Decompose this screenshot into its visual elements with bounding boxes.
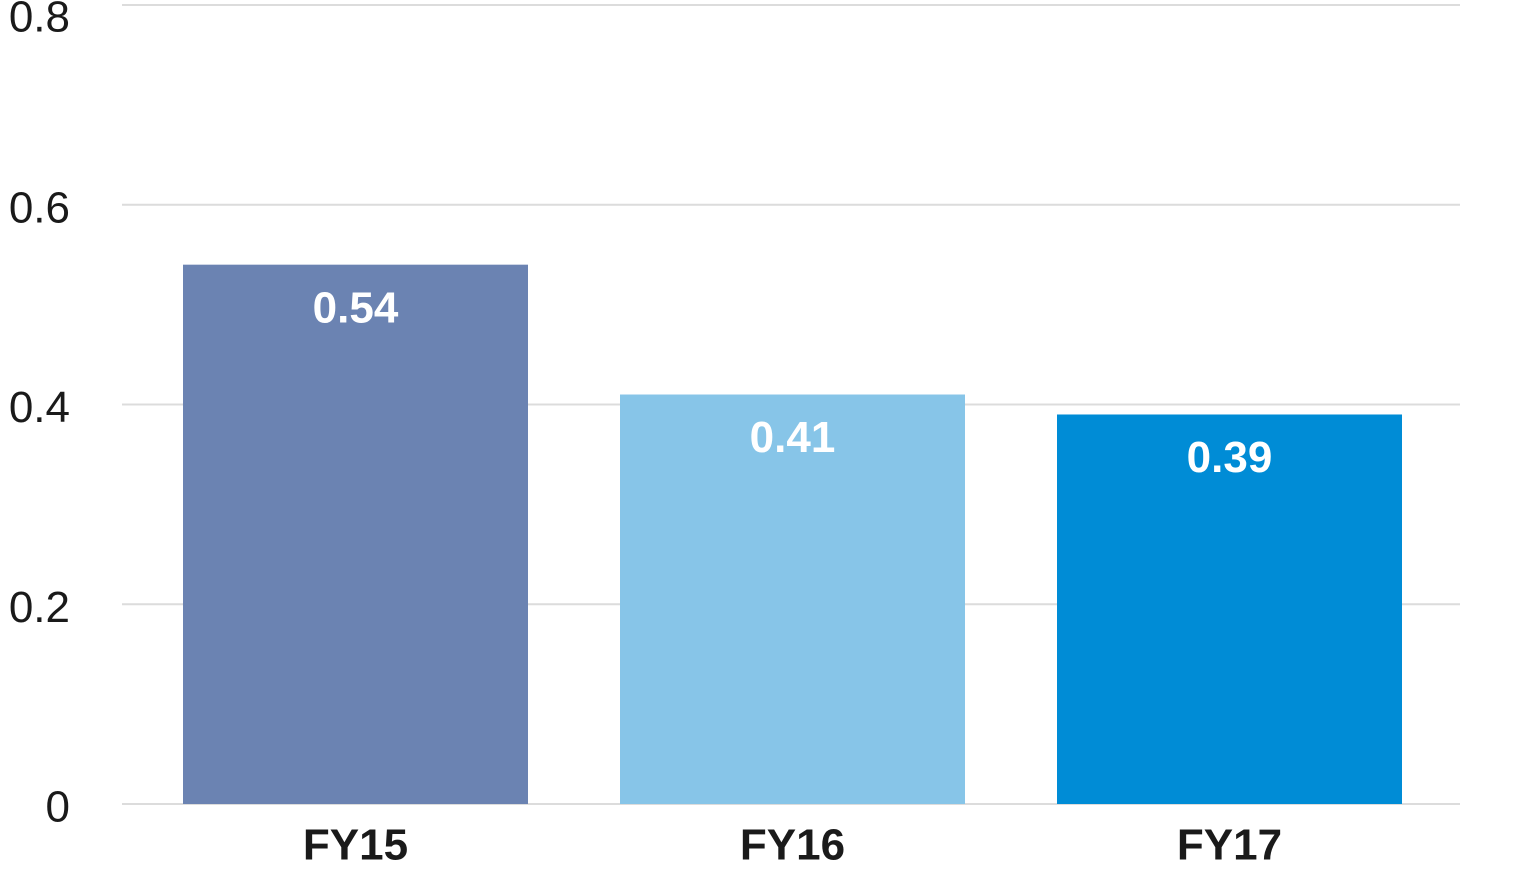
bar	[1057, 414, 1402, 804]
x-tick-label: FY16	[740, 821, 845, 870]
bar	[620, 394, 965, 804]
y-tick-label: 0.6	[9, 183, 70, 232]
data-label: 0.54	[313, 283, 399, 332]
data-label: 0.41	[750, 413, 836, 462]
y-tick-label: 0.8	[9, 0, 70, 42]
x-tick-label: FY15	[303, 821, 408, 870]
y-tick-label: 0.2	[9, 583, 70, 632]
y-tick-label: 0.4	[9, 383, 70, 432]
data-label: 0.39	[1187, 433, 1273, 482]
x-tick-label: FY17	[1177, 821, 1282, 870]
y-tick-label: 0	[46, 783, 70, 832]
bar	[183, 264, 528, 804]
